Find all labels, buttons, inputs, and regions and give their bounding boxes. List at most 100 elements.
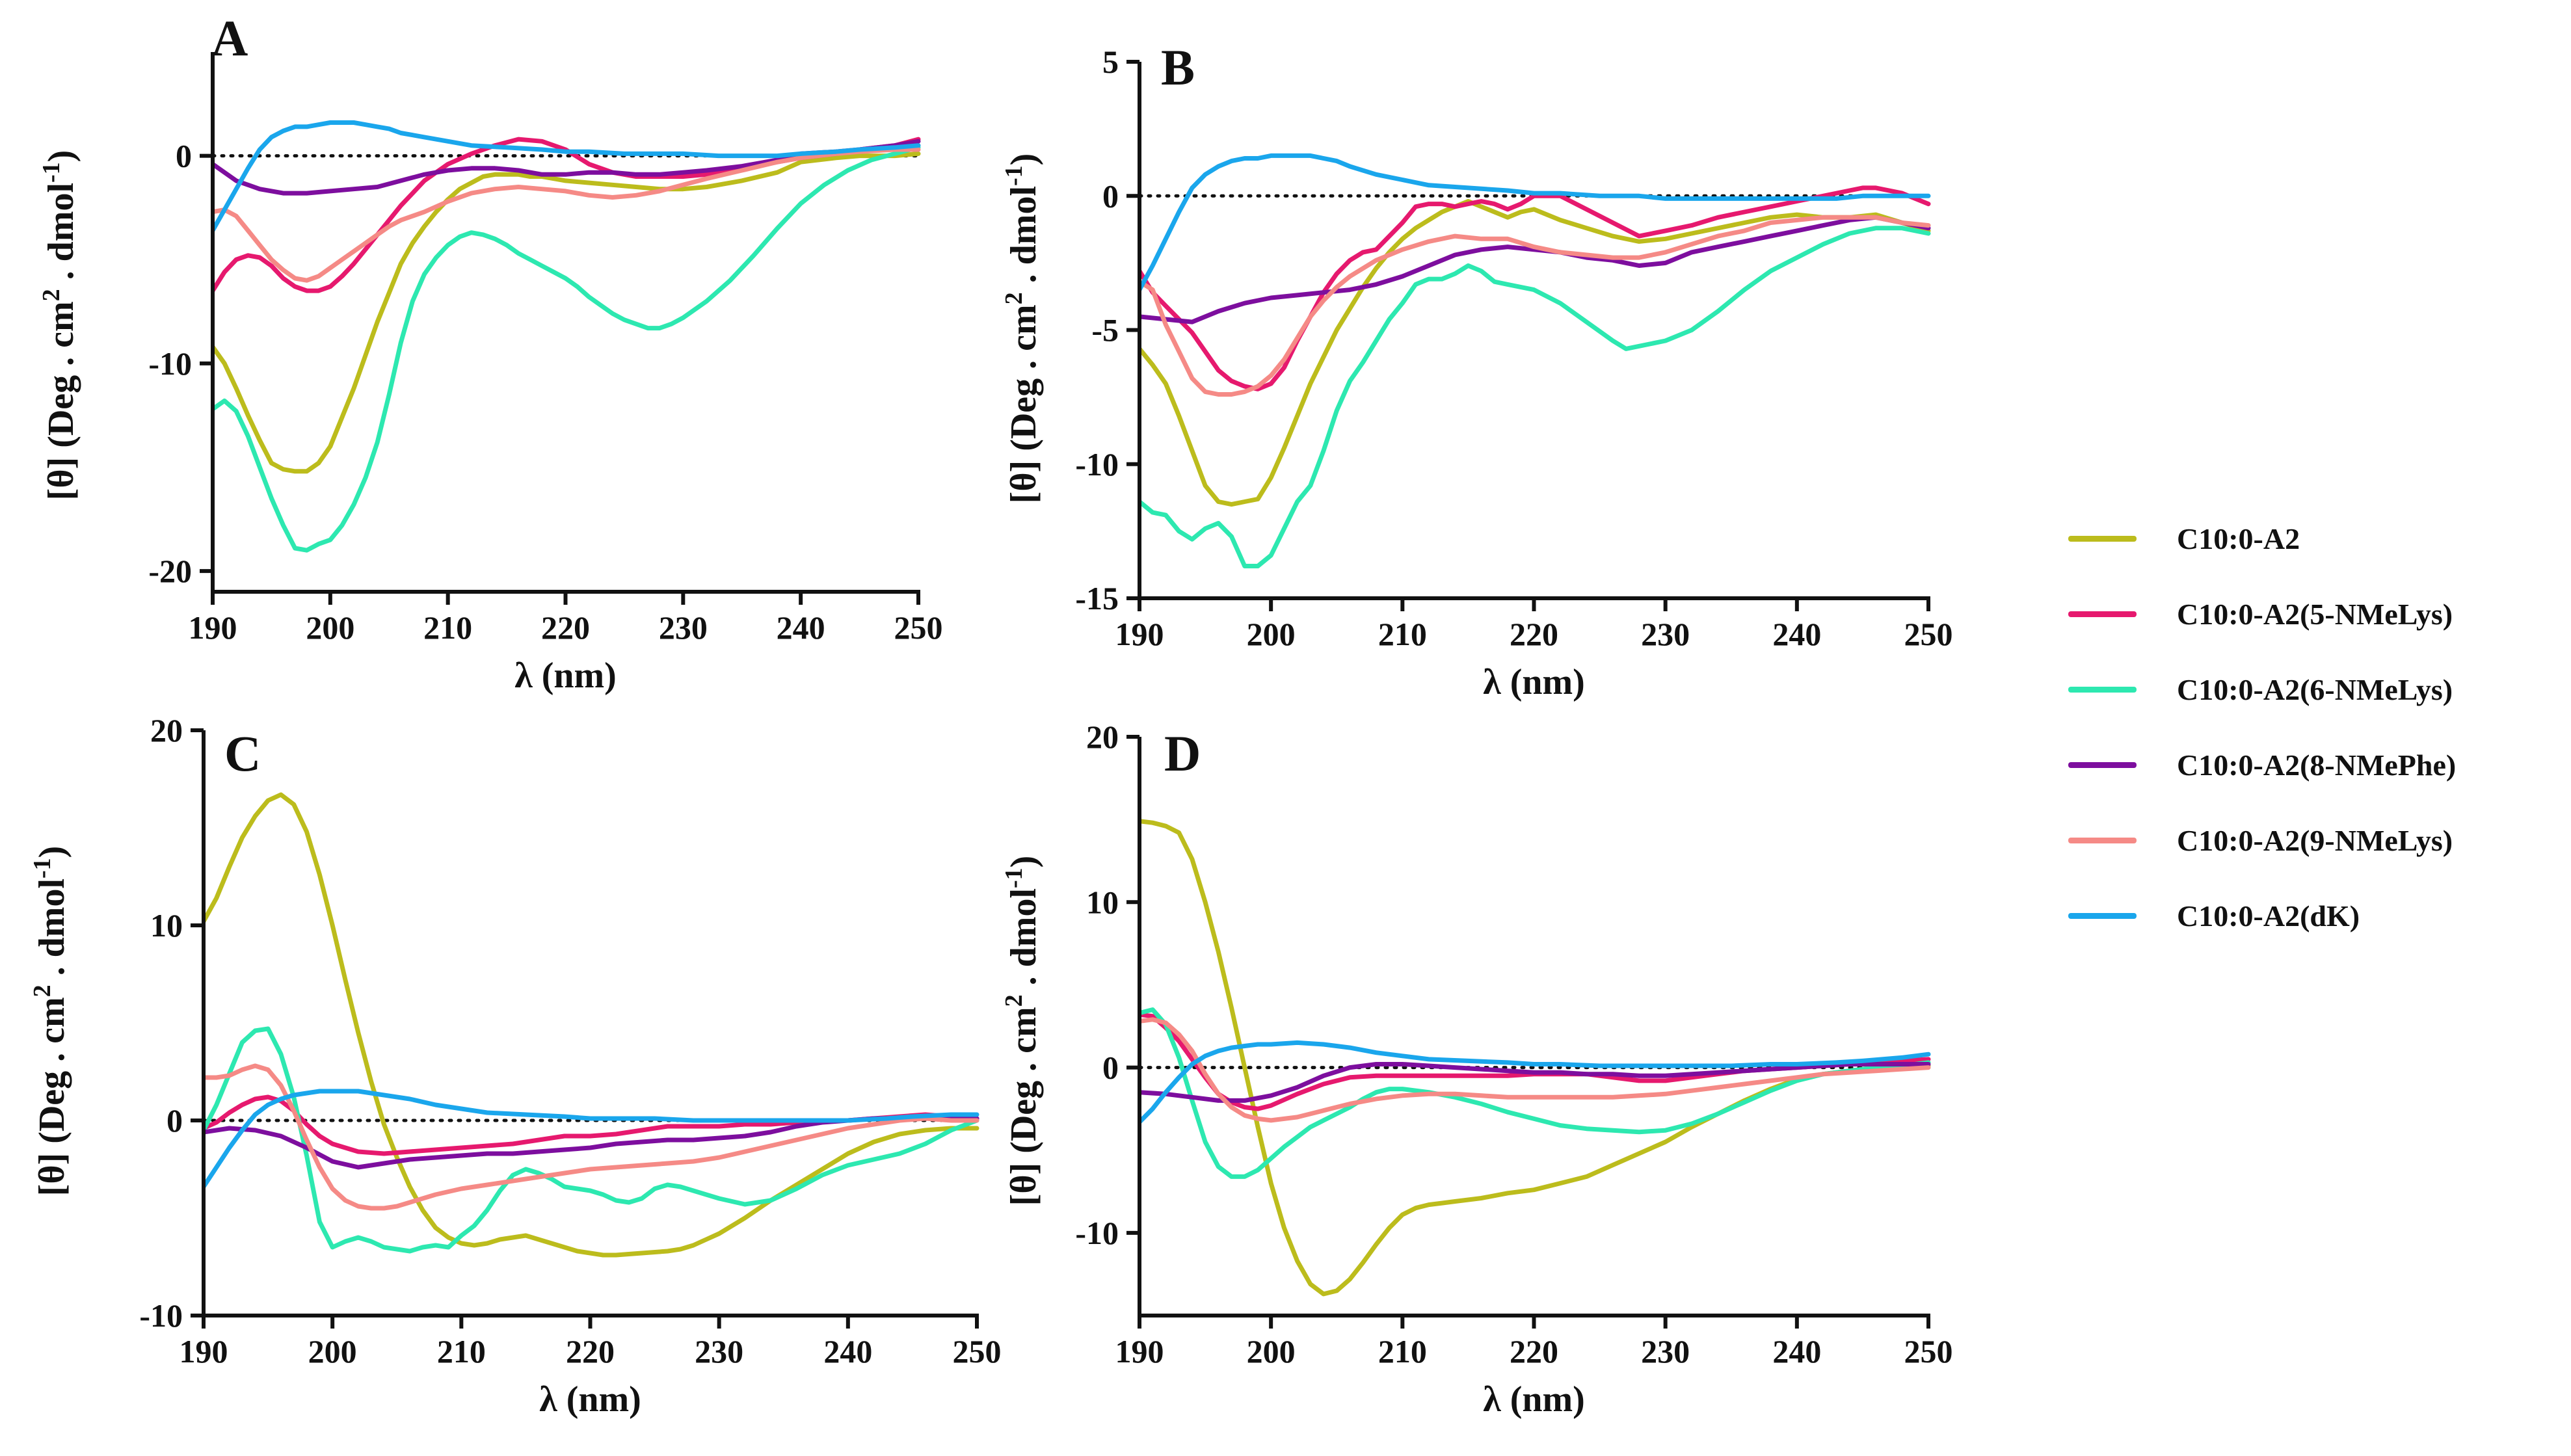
y-tick-label: -20 bbox=[148, 553, 192, 589]
x-tick-label: 250 bbox=[1904, 1333, 1953, 1370]
x-tick-label: 190 bbox=[189, 609, 237, 646]
series-line-c10-0-a2-5-nmelys bbox=[1139, 185, 1931, 391]
legend-label: C10:0-A2 bbox=[2177, 522, 2300, 555]
series-line-c10-0-a2-9-nmelys bbox=[1139, 215, 1931, 397]
legend-item: C10:0-A2(dK) bbox=[2068, 878, 2563, 953]
y-tick-label: 10 bbox=[150, 907, 183, 944]
panel-d: 190 200 210 220 230 240 250 20 10 0 -10 λ (nm) [θ] (… bbox=[1000, 719, 1953, 1420]
y-tick-label: -10 bbox=[139, 1297, 183, 1334]
y-tick-label: 5 bbox=[1102, 44, 1119, 80]
series-line-c10-0-a2-6-nmelys bbox=[1139, 1007, 1931, 1179]
y-tick-label: 0 bbox=[167, 1102, 183, 1139]
x-tick-label: 220 bbox=[1510, 616, 1558, 652]
legend-swatch bbox=[2068, 611, 2137, 617]
x-tick-label: 190 bbox=[1115, 616, 1164, 652]
series-group bbox=[204, 792, 979, 1258]
series-line-c10-0-a2-6-nmelys bbox=[213, 145, 921, 553]
legend-label: C10:0-A2(6-NMeLys) bbox=[2177, 672, 2453, 706]
x-axis-label: λ (nm) bbox=[1483, 1379, 1585, 1420]
x-tick-label: 240 bbox=[777, 609, 825, 646]
y-axis-label: [θ] (Deg . cm2 . dmol-1) bbox=[1000, 856, 1044, 1206]
x-axis-label: λ (nm) bbox=[539, 1379, 641, 1420]
series-line-c10-0-a2-8-nmephe bbox=[1139, 215, 1931, 324]
x-tick-label: 240 bbox=[1772, 616, 1821, 652]
x-tick-label: 200 bbox=[306, 609, 354, 646]
y-tick-label: 0 bbox=[1102, 178, 1119, 214]
panel-label: A bbox=[211, 10, 248, 66]
x-axis-label: λ (nm) bbox=[514, 655, 617, 696]
legend-item: C10:0-A2(6-NMeLys) bbox=[2068, 652, 2563, 727]
legend-item: C10:0-A2(5-NMeLys) bbox=[2068, 576, 2563, 652]
legend-label: C10:0-A2(9-NMeLys) bbox=[2177, 823, 2453, 857]
y-tick-label: -10 bbox=[148, 345, 192, 382]
y-tick-label: 0 bbox=[176, 138, 192, 174]
y-tick-label: 0 bbox=[1102, 1050, 1119, 1086]
x-tick-label: 200 bbox=[308, 1333, 357, 1370]
x-tick-label: 210 bbox=[1378, 1333, 1427, 1370]
x-tick-label: 210 bbox=[423, 609, 472, 646]
x-tick-label: 250 bbox=[1904, 616, 1953, 652]
panel-label: C bbox=[224, 725, 261, 782]
x-tick-label: 200 bbox=[1247, 616, 1296, 652]
legend-swatch bbox=[2068, 761, 2137, 768]
series-line-c10-0-a2-6-nmelys bbox=[204, 1026, 979, 1254]
series-group bbox=[213, 120, 921, 553]
panel-c: 190 200 210 220 230 240 250 20 10 0 -10 λ (nm) [θ] (… bbox=[29, 712, 1002, 1420]
x-tick-label: 230 bbox=[659, 609, 708, 646]
legend-label: C10:0-A2(5-NMeLys) bbox=[2177, 597, 2453, 631]
x-tick-label: 240 bbox=[823, 1333, 872, 1370]
series-line-c10-0-a2-dk bbox=[213, 120, 921, 233]
legend-item: C10:0-A2 bbox=[2068, 501, 2563, 576]
x-tick-label: 220 bbox=[566, 1333, 615, 1370]
x-tick-label: 210 bbox=[1378, 616, 1427, 652]
y-axis-label: [θ] (Deg . cm2 . dmol-1) bbox=[38, 150, 81, 501]
y-tick-label: -10 bbox=[1075, 446, 1119, 483]
legend-swatch bbox=[2068, 837, 2137, 843]
panel-label: D bbox=[1164, 725, 1201, 782]
x-tick-label: 240 bbox=[1772, 1333, 1821, 1370]
x-tick-label: 200 bbox=[1247, 1333, 1296, 1370]
y-tick-label: -15 bbox=[1075, 580, 1119, 616]
x-axis-label: λ (nm) bbox=[1483, 662, 1585, 702]
legend-swatch bbox=[2068, 535, 2137, 542]
series-line-c10-0-a2-9-nmelys bbox=[1139, 1017, 1931, 1123]
y-tick-label: -10 bbox=[1075, 1215, 1119, 1251]
series-line-c10-0-a2-dk bbox=[204, 1089, 979, 1189]
x-tick-label: 220 bbox=[1510, 1333, 1558, 1370]
x-tick-label: 230 bbox=[1641, 1333, 1690, 1370]
y-axis-label: [θ] (Deg . cm2 . dmol-1) bbox=[29, 846, 72, 1197]
legend-swatch bbox=[2068, 912, 2137, 919]
legend-swatch bbox=[2068, 686, 2137, 693]
y-tick-label: 20 bbox=[1086, 719, 1119, 755]
series-line-c10-0-a2-9-nmelys bbox=[213, 147, 921, 283]
x-tick-label: 190 bbox=[180, 1333, 228, 1370]
x-tick-label: 250 bbox=[894, 609, 943, 646]
series-group bbox=[1139, 153, 1931, 568]
series-line-c10-0-a2-6-nmelys bbox=[1139, 226, 1931, 568]
series-group bbox=[1139, 819, 1931, 1297]
legend-label: C10:0-A2(dK) bbox=[2177, 899, 2360, 933]
y-axis-label: [θ] (Deg . cm2 . dmol-1) bbox=[1000, 153, 1044, 504]
y-tick-label: 10 bbox=[1086, 884, 1119, 920]
y-tick-label: 20 bbox=[150, 712, 183, 748]
x-tick-label: 190 bbox=[1115, 1333, 1164, 1370]
series-line-c10-0-a2-8-nmephe bbox=[213, 139, 921, 196]
x-tick-label: 230 bbox=[695, 1333, 743, 1370]
x-tick-label: 210 bbox=[437, 1333, 486, 1370]
x-tick-label: 250 bbox=[953, 1333, 1002, 1370]
panel-label: B bbox=[1161, 39, 1195, 96]
legend-item: C10:0-A2(8-NMePhe) bbox=[2068, 727, 2563, 802]
legend-label: C10:0-A2(8-NMePhe) bbox=[2177, 748, 2457, 782]
x-tick-label: 220 bbox=[541, 609, 590, 646]
legend: C10:0-A2 C10:0-A2(5-NMeLys) C10:0-A2(6-NMe… bbox=[2068, 501, 2563, 953]
series-line-c10-0-a2 bbox=[1139, 819, 1931, 1297]
panel-b: 190 200 210 220 230 240 250 5 0 -5 -10 -15 λ (nm) [θ]… bbox=[1000, 39, 1953, 702]
y-tick-label: -5 bbox=[1091, 312, 1119, 349]
x-tick-label: 230 bbox=[1641, 616, 1690, 652]
series-line-c10-0-a2 bbox=[204, 792, 979, 1258]
legend-item: C10:0-A2(9-NMeLys) bbox=[2068, 802, 2563, 878]
series-line-c10-0-a2 bbox=[1139, 199, 1931, 507]
panel-a: 190 200 210 220 230 240 250 0 -10 -20 λ (nm) [θ] (D… bbox=[38, 10, 943, 696]
series-line-c10-0-a2-dk bbox=[1139, 1040, 1931, 1124]
